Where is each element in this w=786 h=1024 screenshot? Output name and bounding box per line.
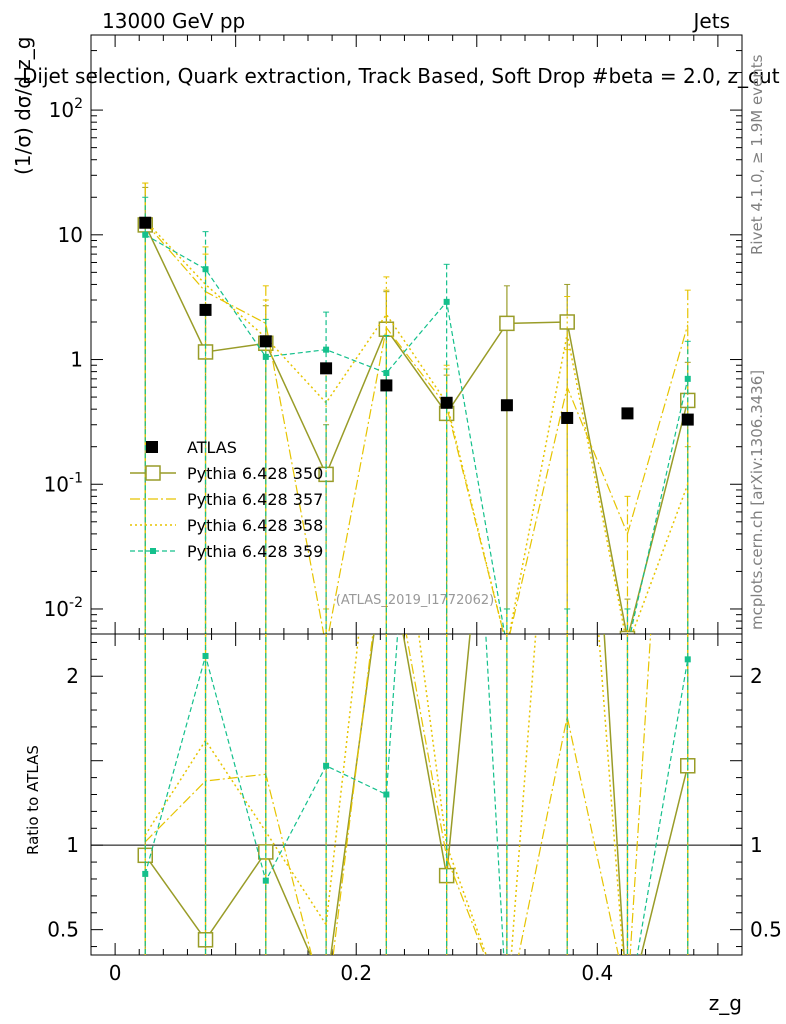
- y-tick-label: 2: [66, 664, 79, 688]
- data-point: [499, 315, 515, 332]
- y-tick-label: 1: [66, 833, 79, 857]
- series-line: [144, 234, 689, 634]
- y-tick-label: 102: [49, 96, 83, 122]
- data-point: [684, 656, 691, 663]
- data-point: [202, 652, 209, 659]
- header-left: 13000 GeV pp: [102, 9, 245, 33]
- main-series-group: [137, 182, 696, 634]
- series-line: [144, 634, 652, 955]
- ratio-series-3: [144, 634, 689, 955]
- data-point: [383, 791, 390, 798]
- x-axis-label: z_g: [709, 991, 742, 1015]
- side-label-bottom: mcplots.cern.ch [arXiv:1306.3436]: [748, 370, 766, 630]
- series-3: [142, 182, 691, 634]
- watermark: (ATLAS_2019_I1772062): [336, 593, 494, 608]
- y-tick-label: 1: [70, 348, 83, 372]
- series-line: [144, 220, 689, 634]
- series-line: [144, 224, 689, 634]
- chart-title: Dijet selection, Quark extraction, Track…: [22, 64, 786, 88]
- data-point: [500, 247, 514, 261]
- y-tick-label: 10: [58, 223, 83, 247]
- series-line: [144, 634, 689, 955]
- data-point: [139, 216, 152, 229]
- data-point: [323, 762, 330, 769]
- legend-label: Pythia 6.428 359: [187, 542, 323, 561]
- data-point: [684, 375, 691, 382]
- x-tick-label: 0: [109, 961, 122, 985]
- data-point: [319, 983, 333, 997]
- ratio-panel: 0 0.2 0.4 0.5 0.5 1 1 2 2: [47, 27, 782, 1018]
- legend-entry: Pythia 6.428 359: [130, 542, 323, 561]
- data-point: [150, 548, 156, 554]
- data-point: [262, 353, 269, 360]
- x-tick-label: 0.4: [581, 961, 613, 985]
- data-point: [383, 369, 390, 376]
- data-point: [564, 1009, 570, 1015]
- data-point: [443, 298, 450, 305]
- svg-text:Ratio to ATLAS: Ratio to ATLAS: [24, 745, 42, 855]
- series-line: [144, 634, 624, 955]
- series-atlas: [139, 216, 694, 426]
- legend-label: Pythia 6.428 358: [187, 516, 323, 535]
- data-point: [620, 1004, 634, 1018]
- data-point: [380, 379, 393, 392]
- data-point: [561, 411, 574, 424]
- y-tick-label: 0.5: [47, 918, 79, 942]
- legend-label: Pythia 6.428 350: [187, 464, 323, 483]
- header-right: Jets: [692, 9, 730, 33]
- legend-entry: ATLAS: [146, 438, 237, 457]
- legend-entry: Pythia 6.428 358: [130, 516, 323, 535]
- data-point: [440, 396, 453, 409]
- side-label-top: Rivet 4.1.0, ≥ 1.9M events: [748, 54, 766, 255]
- data-point: [621, 407, 634, 420]
- svg-text:(1/σ) dσ/d z_g: (1/σ) dσ/d z_g: [11, 37, 35, 175]
- main-panel: 10-2 10-1 1 10 102: [44, 34, 743, 635]
- data-point: [262, 877, 269, 884]
- y-tick-label-right: 2: [750, 664, 763, 688]
- data-point: [323, 346, 330, 353]
- data-point: [145, 465, 161, 481]
- ratio-frame: [90, 633, 743, 956]
- data-point: [259, 335, 272, 348]
- x-tick-label: 0.2: [340, 961, 372, 985]
- series-1: [137, 186, 696, 634]
- ratio-series-4: [142, 634, 691, 1015]
- data-point: [500, 399, 513, 412]
- y-tick-label-right: 1: [750, 833, 763, 857]
- y-tick-label: 10-2: [44, 595, 83, 621]
- y-tick-label-right: 0.5: [750, 918, 782, 942]
- data-point: [624, 1009, 630, 1015]
- legend-entry: Pythia 6.428 357: [130, 490, 323, 509]
- data-point: [681, 413, 694, 426]
- series-line: [144, 222, 689, 634]
- data-point: [504, 1009, 510, 1015]
- data-point: [560, 27, 574, 41]
- data-point: [199, 303, 212, 316]
- data-point: [202, 266, 209, 273]
- y-tick-label: 10-1: [44, 470, 83, 496]
- ratio-series-group: [137, 27, 696, 1018]
- series-2: [142, 182, 691, 634]
- legend-marker: [146, 441, 158, 453]
- legend-label: ATLAS: [187, 438, 237, 457]
- y-axis-label-main: (1/σ) dσ/d z_g: [11, 37, 35, 175]
- data-point: [142, 870, 149, 877]
- legend: ATLAS Pythia 6.428 350 Pythia 6.428 357 Pyt…: [130, 438, 323, 561]
- legend-entry: Pythia 6.428 350: [130, 464, 323, 483]
- y-axis-label-ratio: Ratio to ATLAS: [24, 745, 42, 855]
- data-point: [142, 231, 149, 238]
- series-4: [142, 196, 691, 634]
- legend-label: Pythia 6.428 357: [187, 490, 323, 509]
- data-point: [320, 362, 333, 375]
